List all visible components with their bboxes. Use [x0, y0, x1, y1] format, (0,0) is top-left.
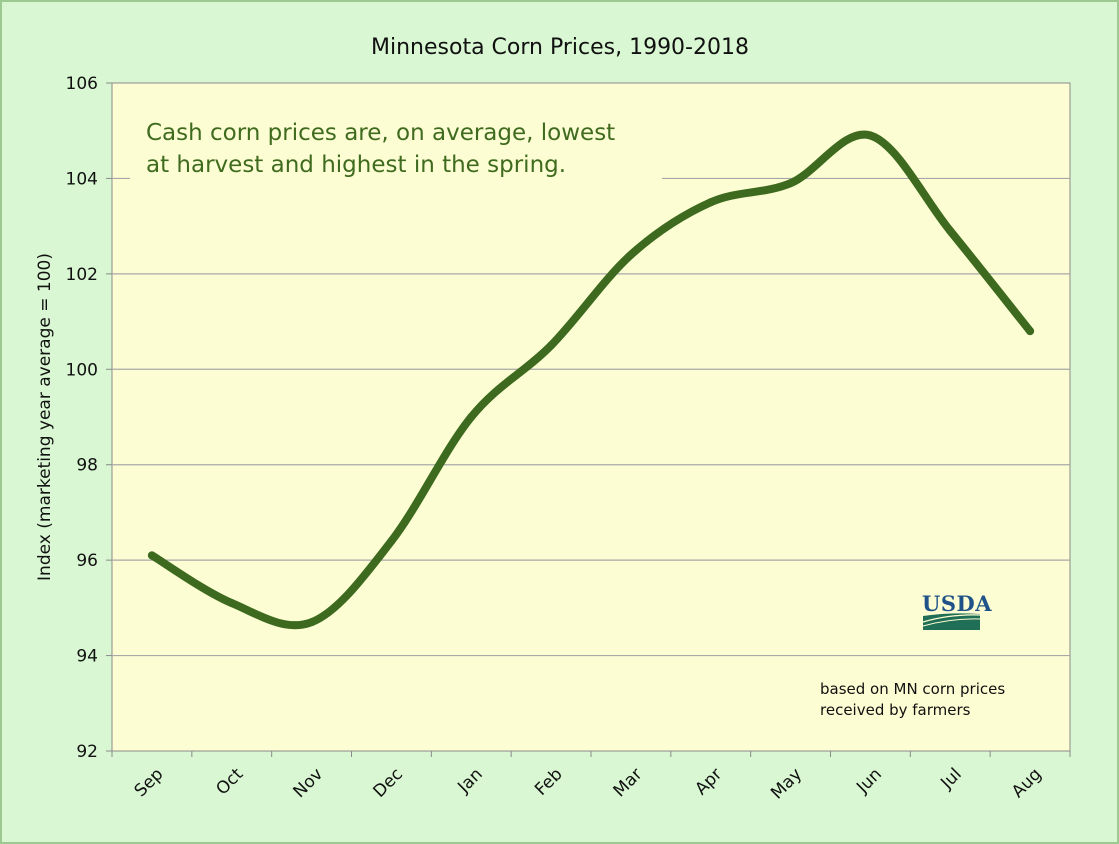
x-tick-label-oct: Oct — [212, 764, 247, 799]
source-note-line-1: based on MN corn prices — [820, 680, 1005, 698]
y-axis-label: Index (marketing year average = 100) — [35, 253, 55, 581]
usda-logo-text: USDA — [922, 591, 992, 616]
x-tick-label-jul: Jul — [936, 764, 965, 793]
x-tick-label-aug: Aug — [1008, 764, 1046, 802]
data-point-nov — [307, 618, 316, 627]
y-tick-label: 102 — [66, 265, 98, 285]
annotation-line-2: at harvest and highest in the spring. — [146, 152, 566, 178]
data-point-jan — [467, 413, 476, 421]
data-point-may — [786, 179, 795, 188]
x-tick-label-nov: Nov — [290, 764, 328, 802]
y-tick-label: 98 — [76, 456, 98, 476]
annotation-box — [130, 110, 662, 190]
y-tick-label: 106 — [66, 74, 98, 94]
x-tick-label-dec: Dec — [370, 764, 407, 801]
y-tick-label: 92 — [76, 742, 98, 762]
data-point-feb — [547, 341, 556, 350]
data-point-jul — [946, 226, 955, 235]
data-point-sep — [147, 551, 156, 560]
data-point-jun — [866, 131, 875, 140]
chart-title: Minnesota Corn Prices, 1990-2018 — [371, 35, 749, 60]
x-tick-label-mar: Mar — [610, 764, 647, 801]
y-tick-label: 96 — [76, 551, 98, 571]
x-tick-label-apr: Apr — [691, 764, 726, 799]
usda-logo-icon: USDA — [922, 591, 992, 630]
x-tick-label-jan: Jan — [453, 764, 486, 797]
x-tick-label-jun: Jun — [852, 764, 886, 798]
y-axis-ticks: 92 94 96 98 100 102 104 106 — [66, 74, 112, 762]
y-tick-label: 100 — [66, 360, 98, 380]
annotation-line-1: Cash corn prices are, on average, lowest — [146, 120, 615, 146]
x-tick-label-sep: Sep — [131, 764, 168, 801]
data-point-mar — [626, 250, 635, 259]
data-point-oct — [227, 599, 236, 608]
x-tick-label-may: May — [767, 764, 806, 803]
x-axis-ticks: Sep Oct Nov Dec Jan Feb Mar Apr May Jun Jul Aug — [111, 751, 1071, 803]
data-point-aug — [1026, 327, 1035, 336]
plot-area — [111, 82, 1071, 752]
data-points — [147, 131, 1035, 627]
x-tick-label-feb: Feb — [531, 764, 566, 799]
y-tick-label: 104 — [66, 169, 98, 189]
source-note-line-2: received by farmers — [820, 701, 971, 719]
y-tick-label: 94 — [76, 647, 98, 667]
data-point-dec — [387, 537, 396, 546]
data-point-apr — [706, 198, 715, 207]
